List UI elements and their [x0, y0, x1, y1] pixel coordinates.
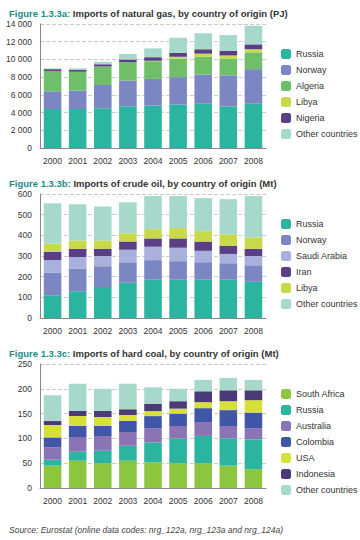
- svg-text:6 000: 6 000: [11, 90, 33, 100]
- svg-text:Imports of crude oil, by count: Imports of crude oil, by country of orig…: [71, 178, 277, 189]
- svg-text:2 000: 2 000: [11, 125, 33, 135]
- svg-text:2008: 2008: [244, 496, 263, 506]
- svg-text:2003: 2003: [118, 156, 137, 166]
- svg-text:Imports of hard coal, by count: Imports of hard coal, by country of orig…: [70, 348, 278, 359]
- svg-text:50: 50: [23, 458, 33, 468]
- svg-text:Other countries: Other countries: [296, 129, 358, 139]
- svg-text:Russia: Russia: [296, 49, 324, 59]
- svg-text:0: 0: [27, 313, 32, 323]
- svg-text:250: 250: [18, 359, 32, 369]
- svg-text:Libya: Libya: [296, 97, 318, 107]
- svg-text:Iran: Iran: [296, 267, 312, 277]
- svg-text:2007: 2007: [219, 326, 238, 336]
- svg-text:12 000: 12 000: [6, 37, 32, 47]
- svg-text:Libya: Libya: [296, 283, 318, 293]
- svg-text:Nigeria: Nigeria: [296, 113, 325, 123]
- svg-text:2008: 2008: [244, 326, 263, 336]
- svg-text:USA: USA: [296, 453, 315, 463]
- svg-text:2001: 2001: [68, 156, 87, 166]
- svg-text:Figure 1.3.3b:: Figure 1.3.3b:: [9, 178, 71, 189]
- svg-text:2004: 2004: [144, 496, 163, 506]
- svg-text:0: 0: [27, 143, 32, 153]
- svg-text:Saudi Arabia: Saudi Arabia: [296, 251, 347, 261]
- svg-text:8 000: 8 000: [11, 72, 33, 82]
- svg-text:2001: 2001: [68, 496, 87, 506]
- svg-text:10 000: 10 000: [6, 54, 32, 64]
- svg-text:2005: 2005: [169, 156, 188, 166]
- svg-text:Norway: Norway: [296, 235, 327, 245]
- svg-text:2006: 2006: [194, 496, 213, 506]
- svg-text:Russia: Russia: [296, 405, 324, 415]
- svg-text:2008: 2008: [244, 156, 263, 166]
- svg-text:100: 100: [18, 292, 32, 302]
- svg-text:14 000: 14 000: [6, 19, 32, 29]
- svg-text:Australia: Australia: [296, 421, 331, 431]
- svg-text:South Africa: South Africa: [296, 389, 345, 399]
- svg-text:Other countries: Other countries: [296, 299, 358, 309]
- svg-text:300: 300: [18, 251, 32, 261]
- svg-text:0: 0: [27, 483, 32, 493]
- svg-text:2003: 2003: [118, 496, 137, 506]
- svg-text:400: 400: [18, 230, 32, 240]
- svg-text:2004: 2004: [144, 156, 163, 166]
- svg-text:150: 150: [18, 409, 32, 419]
- svg-text:Source: Eurostat (online data: Source: Eurostat (online data codes: nrg…: [9, 525, 283, 535]
- svg-text:2005: 2005: [169, 496, 188, 506]
- svg-text:100: 100: [18, 433, 32, 443]
- svg-text:2004: 2004: [144, 326, 163, 336]
- svg-text:4 000: 4 000: [11, 108, 33, 118]
- svg-text:200: 200: [18, 272, 32, 282]
- svg-text:Figure 1.3.3c:: Figure 1.3.3c:: [9, 348, 70, 359]
- svg-text:600: 600: [18, 189, 32, 199]
- svg-text:2001: 2001: [68, 326, 87, 336]
- svg-text:2000: 2000: [43, 156, 62, 166]
- svg-text:500: 500: [18, 210, 32, 220]
- svg-text:Imports of natural gas, by cou: Imports of natural gas, by country of or…: [70, 8, 287, 19]
- svg-text:Norway: Norway: [296, 65, 327, 75]
- svg-text:2000: 2000: [43, 326, 62, 336]
- svg-text:Algeria: Algeria: [296, 81, 324, 91]
- svg-text:200: 200: [18, 384, 32, 394]
- svg-text:Indonesia: Indonesia: [296, 469, 335, 479]
- svg-text:2000: 2000: [43, 496, 62, 506]
- svg-text:Figure 1.3.3a:: Figure 1.3.3a:: [9, 8, 70, 19]
- svg-text:2007: 2007: [219, 156, 238, 166]
- svg-text:2002: 2002: [93, 326, 112, 336]
- svg-text:Russia: Russia: [296, 219, 324, 229]
- svg-text:2002: 2002: [93, 496, 112, 506]
- svg-text:2003: 2003: [118, 326, 137, 336]
- svg-text:2007: 2007: [219, 496, 238, 506]
- svg-text:2002: 2002: [93, 156, 112, 166]
- svg-text:2006: 2006: [194, 156, 213, 166]
- svg-text:Other countries: Other countries: [296, 485, 358, 495]
- svg-text:2005: 2005: [169, 326, 188, 336]
- svg-text:Colombia: Colombia: [296, 437, 334, 447]
- svg-text:2006: 2006: [194, 326, 213, 336]
